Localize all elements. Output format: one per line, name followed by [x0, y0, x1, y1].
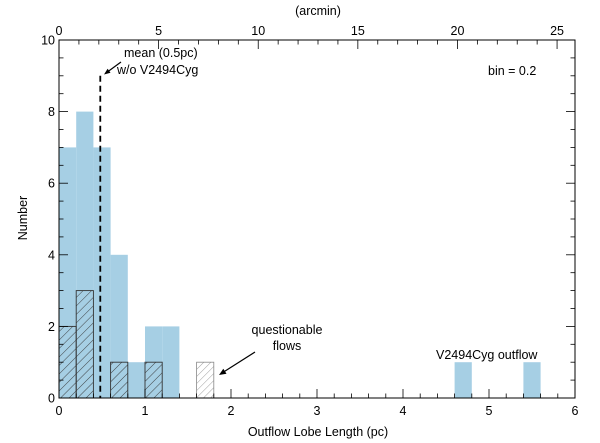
- x-tick-label: 3: [314, 404, 321, 418]
- top-tick-label: 15: [351, 24, 365, 38]
- x-tick-label: 4: [400, 404, 407, 418]
- mean-annotation-arrowhead: [104, 68, 111, 75]
- y-axis-label: Number: [16, 196, 30, 240]
- top-tick-label: 0: [56, 24, 63, 38]
- top-tick-label: 25: [550, 24, 564, 38]
- bar-filled-8: [523, 362, 541, 398]
- y-tick-label: 2: [48, 320, 55, 334]
- histogram-bars: [58, 111, 541, 399]
- x-tick-label: 6: [572, 404, 579, 418]
- axis-ticks: 0 1 2 3 4 5 6 0 5 10 15 20 25 0 2 4 6 8 10: [41, 24, 578, 418]
- bar-filled-6: [162, 326, 180, 398]
- plot-border: [58, 39, 576, 399]
- x-axis-label: Outflow Lobe Length (pc): [248, 425, 388, 439]
- y-tick-label: 4: [48, 248, 55, 262]
- bar-filled-2: [93, 147, 111, 398]
- v2494-outflow-label: V2494Cyg outflow: [436, 348, 538, 362]
- top-tick-label: 5: [155, 24, 162, 38]
- bar-hatched-light-0: [196, 361, 215, 399]
- plot-frame: [58, 39, 576, 399]
- mean-annotation: mean (0.5pc) w/o V2494Cyg: [104, 46, 198, 77]
- x-tick-label: 0: [56, 404, 63, 418]
- top-tick-label: 20: [451, 24, 465, 38]
- x-tick-label: 2: [228, 404, 235, 418]
- bin-width-label: bin = 0.2: [488, 64, 536, 78]
- y-tick-label: 8: [48, 105, 55, 119]
- mean-annotation-line2: w/o V2494Cyg: [116, 63, 198, 77]
- questionable-annotation-arrow: [221, 351, 256, 374]
- x-tick-label: 1: [142, 404, 149, 418]
- top-tick-label: 10: [251, 24, 265, 38]
- bar-hatched-3: [144, 361, 163, 399]
- top-axis-label: (arcmin): [295, 4, 341, 18]
- x-tick-label: 5: [486, 404, 493, 418]
- bar-hatched-2: [110, 361, 129, 399]
- mean-annotation-line1: mean (0.5pc): [124, 46, 198, 60]
- y-tick-label: 10: [41, 34, 55, 48]
- bar-filled-4: [127, 362, 145, 398]
- y-tick-label: 0: [48, 392, 55, 406]
- bar-hatched-1: [75, 290, 94, 399]
- y-tick-label: 6: [48, 177, 55, 191]
- questionable-annotation-line1: questionable: [252, 323, 323, 337]
- questionable-annotation-arrowhead: [219, 368, 227, 375]
- questionable-annotation: questionable flows: [219, 323, 322, 375]
- bar-filled-7: [454, 362, 472, 398]
- questionable-annotation-line2: flows: [273, 339, 301, 353]
